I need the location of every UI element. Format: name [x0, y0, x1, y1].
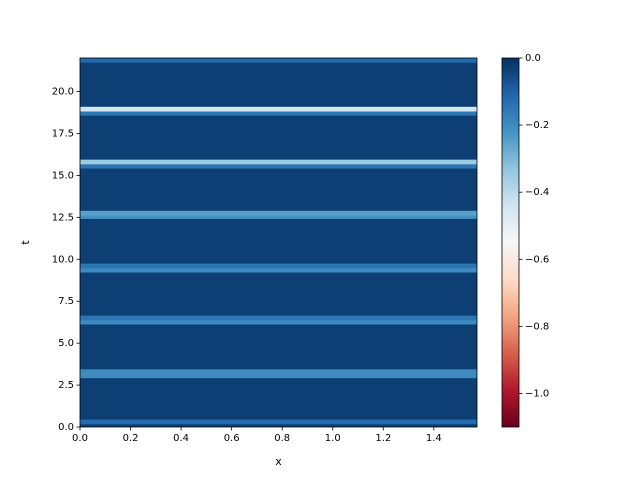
- plot-frame: [79, 57, 478, 428]
- heatmap-row: [80, 369, 477, 374]
- heatmap-row: [80, 111, 477, 116]
- x-axis-label: x: [275, 455, 282, 468]
- heatmap-row: [80, 263, 477, 269]
- y-tick-label: 20.0: [52, 87, 74, 98]
- heatmap-row: [80, 163, 477, 169]
- x-tick-label: 0.6: [224, 433, 240, 444]
- x-tick-label: 0.2: [123, 433, 139, 444]
- x-tick-label: 0.4: [173, 433, 189, 444]
- heatmap-row: [80, 159, 477, 165]
- y-axis-label: t: [19, 240, 32, 245]
- colorbar-tick-label: −0.8: [525, 321, 549, 332]
- colorbar-tick-label: −0.2: [525, 120, 549, 131]
- y-tick-label: 15.0: [52, 170, 74, 181]
- heatmap-row: [80, 214, 477, 219]
- y-tick-label: 5.0: [58, 338, 74, 349]
- colorbar-tick-label: −0.6: [525, 254, 549, 265]
- x-tick-label: 1.2: [375, 433, 391, 444]
- heatmap-row: [80, 267, 477, 273]
- heatmap-row: [80, 58, 477, 63]
- y-tick-label: 12.5: [52, 212, 74, 223]
- heatmap-row: [80, 106, 477, 112]
- colorbar-tick-label: −0.4: [525, 187, 549, 198]
- heatmap-row: [80, 419, 477, 425]
- heatmap-background: [80, 58, 477, 427]
- y-tick-label: 2.5: [58, 380, 74, 391]
- heatmap-row: [80, 319, 477, 325]
- x-tick-label: 0.0: [72, 433, 88, 444]
- heatmap-row: [80, 315, 477, 321]
- colorbar-tick-label: 0.0: [525, 53, 541, 64]
- colorbar: [501, 57, 520, 428]
- x-tick-label: 1.4: [426, 433, 442, 444]
- heatmap-row: [80, 210, 477, 216]
- colorbar-tick-label: −1.0: [525, 388, 549, 399]
- y-tick-label: 7.5: [58, 296, 74, 307]
- y-tick-label: 10.0: [52, 254, 74, 265]
- x-tick-label: 1.0: [325, 433, 341, 444]
- y-tick-label: 17.5: [52, 128, 74, 139]
- x-tick-label: 0.8: [274, 433, 290, 444]
- heatmap-row: [80, 373, 477, 379]
- y-tick-label: 0.0: [58, 422, 74, 433]
